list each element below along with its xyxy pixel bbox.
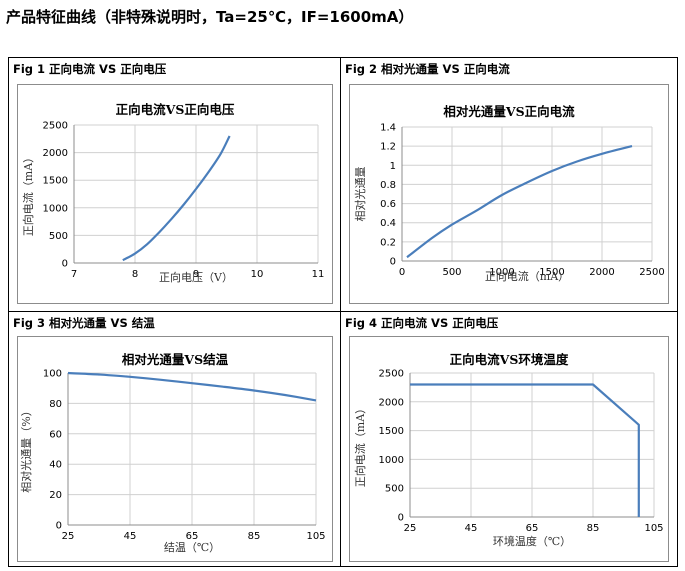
series-line [122, 135, 231, 262]
y-tick-label: 2500 [43, 121, 68, 132]
x-tick-label: 0 [399, 267, 405, 278]
y-tick-label: 0 [62, 259, 68, 270]
y-tick-label: 1500 [43, 176, 68, 187]
x-tick-label: 85 [248, 531, 261, 542]
x-tick-label: 1000 [489, 267, 514, 278]
figure-label-1: Fig 1 正向电流 VS 正向电压 [13, 62, 167, 76]
figure-panel-1: Fig 1 正向电流 VS 正向电压 正向电流VS正向电压 0 500 1000 15… [8, 57, 341, 312]
x-tick-label: 10 [251, 269, 264, 280]
y-tick-label: 40 [49, 460, 62, 471]
x-tick-label: 65 [186, 531, 199, 542]
x-tick-label: 65 [526, 523, 539, 534]
y-axis-title: 相对光通量（%） [19, 405, 33, 492]
y-tick-label: 0.4 [380, 218, 396, 229]
series-line [406, 145, 633, 259]
chart-frame-1: 正向电流VS正向电压 0 500 1000 1500 2000 2500 7 8 9 10 11 正向… [17, 84, 333, 304]
x-tick-label: 8 [132, 269, 138, 280]
figure-panel-2: Fig 2 相对光通量 VS 正向电流 相对光通量VS正向电流 0 0.2 0.4 0… [340, 57, 678, 312]
chart-title-4: 正向电流VS环境温度 [449, 352, 569, 367]
y-tick-label: 0.6 [380, 199, 396, 210]
figure-grid: Fig 1 正向电流 VS 正向电压 正向电流VS正向电压 0 500 1000 15… [8, 57, 678, 567]
x-tick-label: 9 [193, 269, 199, 280]
y-tick-label: 1000 [43, 203, 68, 214]
y-tick-label: 1 [390, 161, 396, 172]
chart-frame-2: 相对光通量VS正向电流 0 0.2 0.4 0.6 0.8 1 1.2 1.4 0 500 1000… [349, 84, 669, 304]
x-tick-label: 7 [71, 269, 77, 280]
y-axis-title: 正向电流（mA） [353, 403, 367, 487]
chart-plot-4: 0 500 1000 1500 2000 2500 25 45 65 85 105 环境温度（℃） 正向… [353, 369, 664, 549]
x-axis-title: 正向电压（V） [159, 270, 233, 284]
x-tick-label: 25 [404, 523, 417, 534]
x-tick-label: 2500 [639, 267, 664, 278]
x-tick-label: 85 [587, 523, 600, 534]
figure-label-4: Fig 4 正向电流 VS 正向电压 [345, 316, 499, 330]
series-line [67, 371, 317, 402]
y-tick-label: 0 [390, 257, 396, 268]
y-tick-label: 60 [49, 429, 62, 440]
y-tick-label: 80 [49, 399, 62, 410]
x-axis-title: 环境温度（℃） [493, 534, 571, 548]
y-tick-label: 0 [56, 521, 62, 532]
figure-label-3: Fig 3 相对光通量 VS 结温 [13, 316, 155, 330]
x-tick-label: 105 [306, 531, 325, 542]
y-tick-label: 100 [43, 369, 62, 380]
y-tick-label: 2500 [379, 369, 404, 380]
x-tick-label: 105 [644, 523, 663, 534]
chart-plot-2: 0 0.2 0.4 0.6 0.8 1 1.2 1.4 0 500 1000 1500 2000 2500… [353, 123, 665, 284]
y-axis-title: 正向电流（mA） [21, 152, 35, 236]
y-tick-label: 1.4 [380, 123, 396, 134]
x-tick-label: 1500 [539, 267, 564, 278]
series-line [410, 383, 640, 517]
chart-title-2: 相对光通量VS正向电流 [443, 104, 575, 119]
y-tick-label: 2000 [379, 397, 404, 408]
y-tick-label: 1.2 [380, 142, 396, 153]
figure-label-2: Fig 2 相对光通量 VS 正向电流 [345, 62, 510, 76]
x-axis-title: 结温（℃） [164, 541, 220, 554]
figure-panel-4: Fig 4 正向电流 VS 正向电压 正向电流VS环境温度 0 500 1000 15… [340, 311, 678, 567]
page-title: 产品特征曲线（非特殊说明时，Ta=25℃，IF=1600mA） [6, 8, 414, 26]
chart-plot-1: 0 500 1000 1500 2000 2500 7 8 9 10 11 正向电压（V） 正向电流（m… [21, 121, 325, 285]
chart-title-1: 正向电流VS正向电压 [115, 102, 235, 117]
chart-frame-3: 相对光通量VS结温 0 20 40 60 80 100 25 45 65 85 105 结温（℃） 相对… [17, 336, 333, 562]
figure-panel-3: Fig 3 相对光通量 VS 结温 相对光通量VS结温 0 20 40 60 80 100… [8, 311, 341, 567]
y-tick-label: 500 [385, 484, 404, 495]
chart-frame-4: 正向电流VS环境温度 0 500 1000 1500 2000 2500 25 45 65 85 1… [349, 336, 669, 562]
y-tick-label: 500 [49, 231, 68, 242]
chart-title-3: 相对光通量VS结温 [121, 352, 229, 367]
y-axis-title: 相对光通量 [353, 167, 367, 222]
x-tick-label: 45 [465, 523, 478, 534]
y-tick-label: 2000 [43, 148, 68, 159]
x-tick-label: 11 [312, 269, 325, 280]
y-tick-label: 20 [49, 490, 62, 501]
x-tick-label: 45 [124, 531, 137, 542]
y-tick-label: 1500 [379, 426, 404, 437]
x-tick-label: 25 [62, 531, 75, 542]
x-tick-label: 500 [442, 267, 461, 278]
y-tick-label: 0.2 [380, 237, 396, 248]
x-tick-label: 2000 [589, 267, 614, 278]
y-tick-label: 0.8 [380, 180, 396, 191]
y-tick-label: 1000 [379, 455, 404, 466]
x-axis-title: 正向电流（mA） [485, 269, 569, 283]
chart-plot-3: 0 20 40 60 80 100 25 45 65 85 105 结温（℃） 相对光通量（%） [19, 369, 326, 555]
y-tick-label: 0 [398, 513, 404, 524]
